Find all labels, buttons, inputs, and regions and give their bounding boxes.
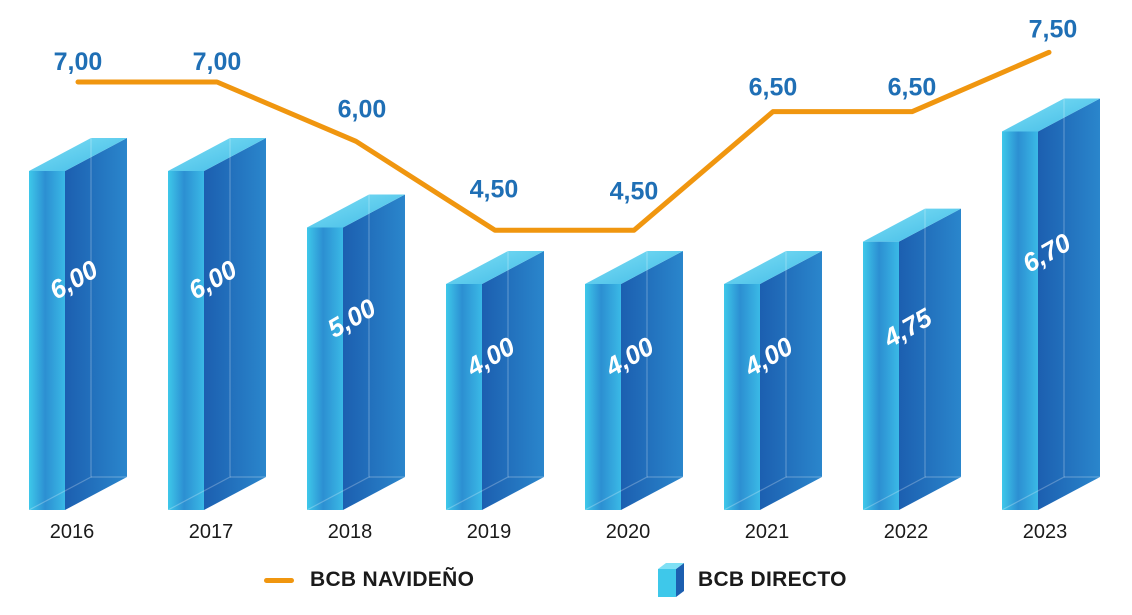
bar-2023: 6,70 [1001, 98, 1100, 511]
line-value-label: 4,50 [610, 177, 659, 205]
bar-2019: 4,00 [445, 251, 544, 511]
legend-label-line: BCB NAVIDEÑO [310, 568, 475, 591]
line-series-navideno [75, 49, 1052, 233]
bar-side [621, 251, 683, 510]
bar-side [343, 194, 405, 510]
legend-item-line: BCB NAVIDEÑO [264, 560, 474, 600]
x-tick-label: 2017 [189, 521, 234, 543]
bar-top [1002, 98, 1100, 132]
legend: BCB NAVIDEÑO BCB DIRECTO [0, 560, 1132, 600]
x-tick-label: 2022 [884, 521, 929, 543]
bar-top [29, 138, 127, 171]
x-tick-label: 2016 [50, 521, 95, 543]
bar-edge [723, 251, 787, 511]
legend-line-swatch [264, 577, 294, 583]
x-tick-label: 2021 [745, 521, 790, 543]
line-value-label: 6,00 [338, 95, 387, 123]
bar-front [1002, 131, 1038, 510]
x-tick-label: 2018 [328, 521, 373, 543]
line-value-label: 4,50 [470, 175, 519, 203]
x-tick-label: 2023 [1023, 521, 1068, 543]
bar-edge [445, 251, 509, 511]
legend-item-bar: BCB DIRECTO [658, 560, 847, 600]
bar-2017: 6,00 [167, 138, 266, 511]
bar-side [760, 251, 822, 510]
bar-top [863, 208, 961, 242]
bar-top [446, 251, 544, 284]
bar-edge [584, 251, 648, 511]
bar-front [307, 227, 343, 510]
bar-side [899, 208, 961, 510]
bar-edge [862, 208, 926, 511]
legend-label-bar: BCB DIRECTO [698, 568, 847, 591]
bar-side [482, 251, 544, 510]
bar-edge [28, 138, 92, 511]
bar-top [168, 138, 266, 171]
bar-2018: 5,00 [306, 194, 405, 511]
bar-top [724, 251, 822, 284]
bar-2016: 6,00 [28, 138, 127, 511]
bar-front [724, 284, 760, 510]
x-axis: 2016 2017 2018 2019 2020 2021 2022 2023 [50, 521, 1068, 543]
bar-edge [167, 138, 231, 511]
legend-bar-swatch [658, 563, 684, 597]
bar-front [585, 284, 621, 510]
bar-top [585, 251, 683, 284]
bar-2022: 4,75 [862, 208, 961, 511]
x-tick-label: 2020 [606, 521, 651, 543]
bar-front [446, 284, 482, 510]
bar-2020: 4,00 [584, 251, 683, 511]
line-value-label: 7,00 [54, 48, 103, 76]
bar-front [863, 241, 899, 510]
bar-edge [1001, 98, 1065, 511]
line-value-label: 7,00 [193, 48, 242, 76]
bars-layer: 6,00 6,00 5,00 4,00 4,00 4,00 4,75 6,70 [28, 98, 1100, 511]
line-value-label: 7,50 [1029, 15, 1078, 43]
bar-front [168, 171, 204, 510]
bar-side [65, 138, 127, 510]
line-value-label: 6,50 [888, 74, 937, 102]
bar-top [307, 194, 405, 228]
line-layer: 7,00 7,00 6,00 4,50 4,50 6,50 6,50 7,50 [54, 15, 1078, 233]
x-tick-label: 2019 [467, 521, 512, 543]
bar-side [204, 138, 266, 510]
line-value-label: 6,50 [749, 74, 798, 102]
bar-2021: 4,00 [723, 251, 822, 511]
bar-edge [306, 194, 370, 511]
bar-front [29, 171, 65, 510]
bar-side [1038, 98, 1100, 510]
